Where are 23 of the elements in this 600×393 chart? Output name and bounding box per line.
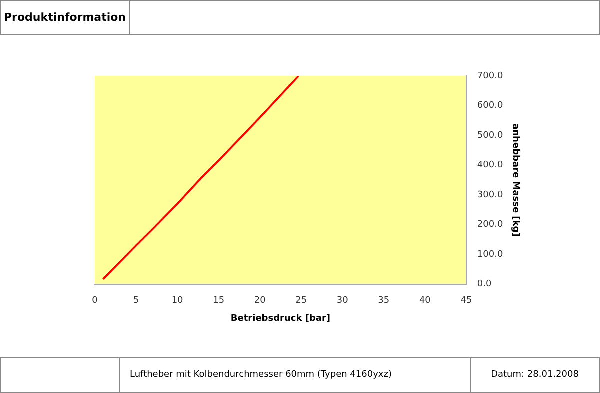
x-tick-label: 5 [133, 296, 140, 306]
y-tick-label: 200.0 [477, 220, 504, 230]
x-axis-title: Betriebsdruck [bar] [230, 314, 331, 324]
x-tick-label: 10 [172, 296, 184, 306]
text: Datum: 28.01.2008 [490, 369, 580, 382]
y-tick-label: 400.0 [477, 160, 504, 171]
y-tick-label: 500.0 [477, 130, 504, 141]
y-axis-title: anhebbare Masse [kg] [510, 124, 520, 237]
y-tick-label: 100.0 [477, 250, 504, 260]
x-tick-label: 40 [419, 296, 432, 306]
x-tick-label: 45 [460, 296, 472, 306]
y-tick-label: 0.0 [477, 280, 492, 290]
x-tick-label: 0 [92, 296, 98, 306]
x-tick-label: 25 [296, 296, 308, 306]
x-tick-label: 35 [378, 296, 390, 306]
x-tick-label: 15 [213, 296, 225, 306]
y-tick-label: 300.0 [477, 190, 504, 200]
text: Luftheber mit Kolbendurchmesser 60mm (Typen 4160yxz) [119, 358, 471, 392]
y-tick-label: 600.0 [477, 101, 504, 112]
y-tick-label: 700.0 [477, 71, 504, 82]
chart-title: Produktinformation [1, 1, 130, 34]
x-tick-label: 20 [254, 296, 266, 306]
x-tick-label: 30 [336, 296, 349, 306]
